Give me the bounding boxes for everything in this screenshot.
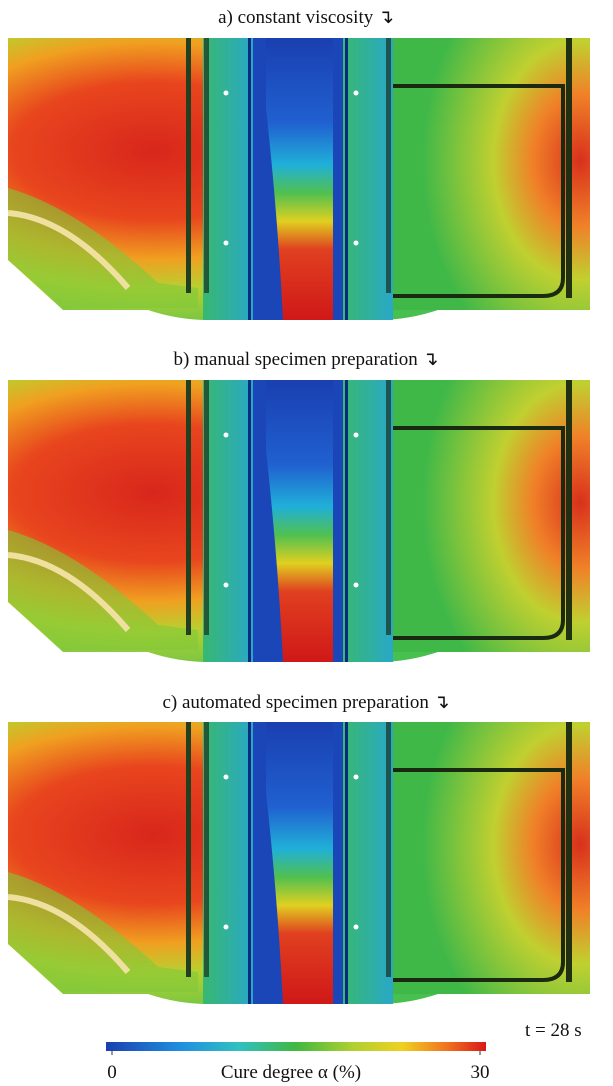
panel-title: a) constant viscosity ↴ (218, 7, 394, 28)
time-annotation: t = 28 s (525, 1020, 582, 1041)
contour-plot (8, 38, 590, 320)
panel-title: c) automated specimen preparation ↴ (162, 692, 449, 713)
colorbar (106, 1042, 486, 1051)
colorbar-tick-label: 30 (471, 1062, 490, 1083)
contour-plot (8, 380, 590, 662)
panel-title: b) manual specimen preparation ↴ (174, 349, 439, 370)
colorbar-label: Cure degree α (%) (221, 1062, 361, 1083)
contour-plot (8, 722, 590, 1004)
colorbar-tick-label: 0 (107, 1062, 117, 1083)
